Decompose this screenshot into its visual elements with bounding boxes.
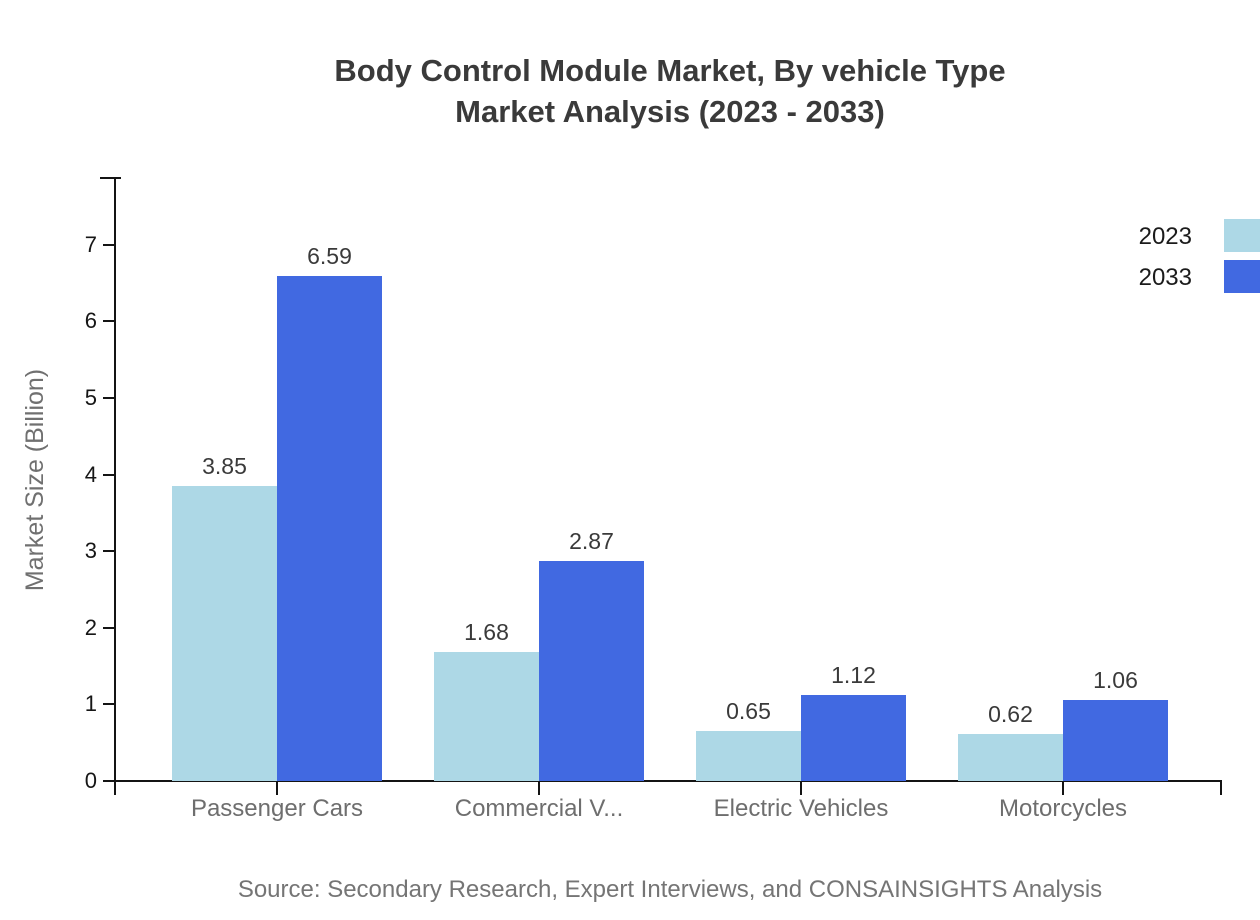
y-tick-label: 0	[84, 768, 97, 793]
x-tick	[1062, 781, 1064, 795]
y-axis-line	[114, 178, 116, 795]
bar-value-label: 3.85	[202, 453, 247, 480]
legend-label: 2033	[1138, 264, 1192, 291]
category-label: Passenger Cars	[190, 795, 364, 822]
y-tick-label: 3	[84, 538, 97, 564]
y-tick	[103, 780, 115, 782]
y-tick-label: 2	[84, 614, 97, 640]
bar-2033	[1063, 699, 1168, 781]
bar-2023	[172, 486, 277, 781]
y-axis-top-cap	[100, 177, 121, 179]
bar-2023	[958, 733, 1063, 781]
bar-2033	[539, 561, 644, 781]
legend-swatch	[1224, 219, 1260, 252]
category-label: Motorcycles	[998, 795, 1128, 822]
category-label: Electric Vehicles	[713, 795, 889, 822]
bar-value-label: 1.12	[831, 662, 876, 689]
y-tick	[103, 243, 115, 246]
y-tick	[103, 550, 115, 553]
y-tick-label: 4	[84, 461, 97, 487]
x-tick	[800, 781, 802, 795]
bar-2033	[277, 276, 382, 781]
y-tick	[103, 320, 115, 323]
bar-2023	[696, 731, 801, 781]
y-tick	[103, 473, 115, 476]
bar-value-label: 1.06	[1093, 666, 1138, 693]
y-tick-label: 6	[84, 308, 97, 334]
bar-2023	[434, 652, 539, 781]
bar-value-label: 0.62	[988, 700, 1033, 727]
x-tick	[276, 781, 278, 795]
y-tick-label: 5	[84, 385, 97, 410]
bar-value-label: 2.87	[569, 528, 614, 555]
bar-value-label: 6.59	[307, 243, 352, 270]
y-tick-label: 7	[84, 231, 97, 257]
legend-label: 2023	[1138, 223, 1192, 250]
legend-swatch	[1224, 260, 1260, 293]
x-axis-end-tick	[1220, 780, 1222, 795]
y-tick	[103, 626, 115, 629]
y-tick	[103, 703, 115, 706]
x-tick	[538, 781, 540, 795]
category-label: Commercial V...	[454, 795, 624, 822]
bar-value-label: 1.68	[464, 619, 509, 646]
bar-2033	[801, 695, 906, 781]
source-note: Source: Secondary Research, Expert Inter…	[237, 876, 1103, 903]
y-tick-label: 1	[84, 691, 97, 717]
chart-title-line1: Body Control Module Market, By vehicle T…	[334, 53, 1006, 88]
y-tick	[103, 397, 115, 399]
bar-value-label: 0.65	[726, 698, 771, 725]
chart-title-line2: Market Analysis (2023 - 2033)	[455, 94, 885, 129]
chart-title: Body Control Module Market, By vehicle T…	[80, 50, 1260, 132]
x-axis-line	[114, 780, 1222, 782]
